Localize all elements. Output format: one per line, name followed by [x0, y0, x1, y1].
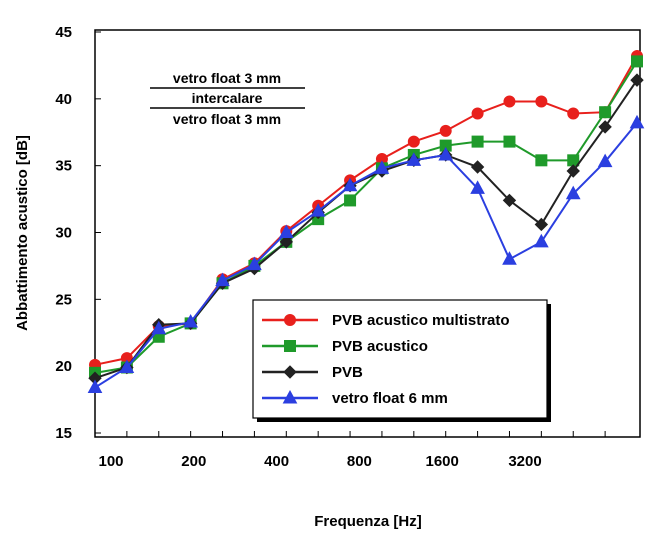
data-point [215, 272, 230, 287]
legend-marker [284, 340, 296, 352]
y-tick-label: 25 [55, 291, 72, 308]
annotation: vetro float 3 mm intercalare vetro float… [150, 70, 305, 127]
x-tick-label: 3200 [508, 453, 541, 470]
data-point [87, 379, 103, 394]
data-point [438, 146, 454, 161]
data-point [598, 120, 612, 134]
legend-marker [284, 314, 296, 326]
data-point [407, 135, 420, 148]
legend-marker [283, 365, 297, 379]
data-point [151, 320, 167, 335]
legend: PVB acustico multistrato PVB acustico PVB v… [252, 299, 548, 419]
x-tick-label: 200 [181, 453, 206, 470]
y-tick-label: 40 [55, 91, 72, 108]
x-tick-label: 800 [347, 453, 372, 470]
y-tick-label: 35 [55, 158, 72, 175]
data-point [470, 160, 485, 174]
data-point [566, 164, 580, 178]
legend-marker [282, 389, 298, 404]
data-point [534, 233, 549, 248]
x-tick-label: 400 [264, 453, 289, 470]
series-line [94, 122, 638, 389]
legend-label: PVB acustico multistrato [332, 312, 510, 329]
y-tick-label: 15 [55, 425, 72, 442]
data-point [567, 107, 580, 120]
series-3 [87, 114, 645, 394]
data-point [597, 153, 613, 168]
data-point [503, 95, 516, 108]
data-point [565, 185, 581, 200]
legend-label: PVB [332, 364, 363, 381]
y-tick-label: 30 [55, 225, 72, 242]
data-point [439, 124, 452, 137]
legend-label: vetro float 6 mm [332, 390, 448, 407]
data-point [119, 359, 135, 374]
x-tick-label: 1600 [426, 453, 459, 470]
data-point [599, 106, 612, 119]
data-point [406, 152, 422, 166]
data-point [247, 256, 262, 271]
x-axis-label: Frequenza [Hz] [314, 513, 422, 530]
data-point [374, 160, 390, 174]
annotation-bottom: vetro float 3 mm [173, 111, 281, 127]
data-point [535, 154, 548, 167]
annotation-top: vetro float 3 mm [173, 70, 281, 86]
data-point [535, 95, 548, 108]
data-point [502, 193, 517, 208]
data-point [534, 217, 549, 232]
data-point [630, 73, 644, 87]
data-point [279, 235, 294, 249]
legend-label: PVB acustico [332, 338, 428, 355]
data-point [502, 251, 517, 265]
data-point [470, 180, 485, 194]
data-point [310, 203, 326, 217]
data-point [471, 135, 484, 148]
data-point [344, 194, 357, 207]
data-point [629, 114, 645, 129]
data-point [342, 177, 358, 192]
x-tick-label: 100 [98, 453, 123, 470]
data-point [278, 224, 294, 238]
data-point [631, 55, 643, 68]
y-tick-label: 45 [55, 24, 72, 41]
data-point [471, 107, 484, 120]
y-axis-label: Abbattimento acustico [dB] [14, 135, 31, 331]
y-tick-label: 20 [55, 358, 72, 375]
data-point [183, 314, 198, 328]
annotation-middle: intercalare [192, 90, 263, 106]
plot-frame [94, 29, 641, 438]
data-point [503, 135, 516, 148]
